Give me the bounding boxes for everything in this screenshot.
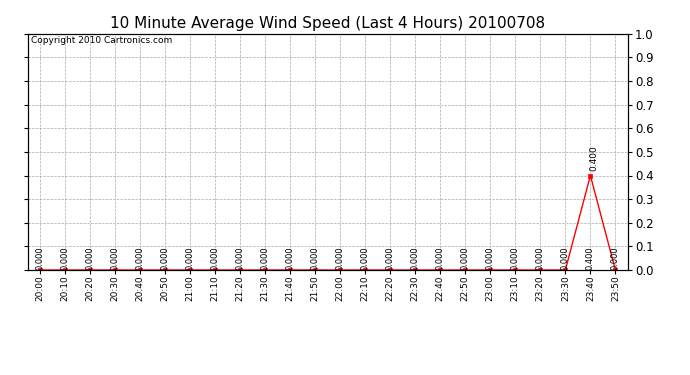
Title: 10 Minute Average Wind Speed (Last 4 Hours) 20100708: 10 Minute Average Wind Speed (Last 4 Hou… bbox=[110, 16, 545, 31]
Text: 0.000: 0.000 bbox=[136, 246, 145, 270]
Text: 0.000: 0.000 bbox=[110, 246, 119, 270]
Text: 0.000: 0.000 bbox=[386, 246, 395, 270]
Text: 0.000: 0.000 bbox=[61, 246, 70, 270]
Text: 0.000: 0.000 bbox=[611, 246, 620, 270]
Text: 0.000: 0.000 bbox=[361, 246, 370, 270]
Text: 0.000: 0.000 bbox=[236, 246, 245, 270]
Text: 0.400: 0.400 bbox=[586, 246, 595, 270]
Text: 0.000: 0.000 bbox=[261, 246, 270, 270]
Text: 0.000: 0.000 bbox=[486, 246, 495, 270]
Text: 0.000: 0.000 bbox=[461, 246, 470, 270]
Text: 0.400: 0.400 bbox=[590, 145, 599, 171]
Text: 0.000: 0.000 bbox=[36, 246, 45, 270]
Text: 0.000: 0.000 bbox=[186, 246, 195, 270]
Text: Copyright 2010 Cartronics.com: Copyright 2010 Cartronics.com bbox=[30, 36, 172, 45]
Text: 0.000: 0.000 bbox=[411, 246, 420, 270]
Text: 0.000: 0.000 bbox=[336, 246, 345, 270]
Text: 0.000: 0.000 bbox=[511, 246, 520, 270]
Text: 0.000: 0.000 bbox=[436, 246, 445, 270]
Text: 0.000: 0.000 bbox=[561, 246, 570, 270]
Text: 0.000: 0.000 bbox=[310, 246, 319, 270]
Text: 0.000: 0.000 bbox=[286, 246, 295, 270]
Text: 0.000: 0.000 bbox=[536, 246, 545, 270]
Text: 0.000: 0.000 bbox=[210, 246, 219, 270]
Text: 0.000: 0.000 bbox=[86, 246, 95, 270]
Text: 0.000: 0.000 bbox=[161, 246, 170, 270]
